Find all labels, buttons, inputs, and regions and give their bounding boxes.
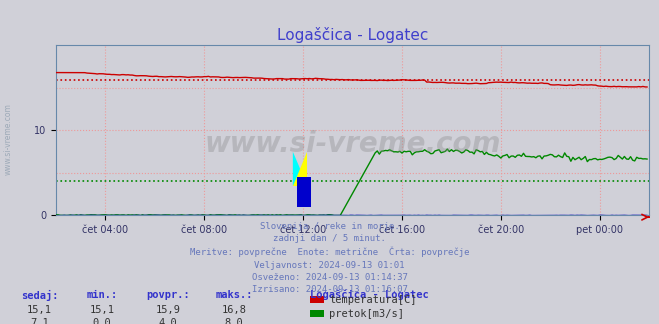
Text: min.:: min.:	[86, 290, 118, 300]
Text: povpr.:: povpr.:	[146, 290, 190, 300]
Title: Logaščica - Logatec: Logaščica - Logatec	[277, 27, 428, 43]
Text: 15,9: 15,9	[156, 305, 181, 315]
Polygon shape	[293, 152, 307, 186]
Text: temperatura[C]: temperatura[C]	[330, 295, 417, 305]
Text: sedaj:: sedaj:	[21, 290, 58, 301]
Text: 7,1: 7,1	[30, 318, 49, 324]
Text: 15,1: 15,1	[27, 305, 52, 315]
Text: pretok[m3/s]: pretok[m3/s]	[330, 309, 405, 319]
Text: maks.:: maks.:	[215, 290, 252, 300]
Text: 0,0: 0,0	[93, 318, 111, 324]
Polygon shape	[293, 152, 307, 186]
Text: Slovenija / reke in morje.
zadnji dan / 5 minut.
Meritve: povprečne  Enote: metr: Slovenija / reke in morje. zadnji dan / …	[190, 222, 469, 294]
Text: Logaščica - Logatec: Logaščica - Logatec	[310, 290, 428, 300]
Text: www.si-vreme.com: www.si-vreme.com	[204, 130, 501, 158]
Text: 16,8: 16,8	[221, 305, 246, 315]
Text: 15,1: 15,1	[90, 305, 115, 315]
Text: 8,0: 8,0	[225, 318, 243, 324]
Text: 4,0: 4,0	[159, 318, 177, 324]
Text: www.si-vreme.com: www.si-vreme.com	[3, 103, 13, 175]
Bar	[297, 177, 312, 207]
